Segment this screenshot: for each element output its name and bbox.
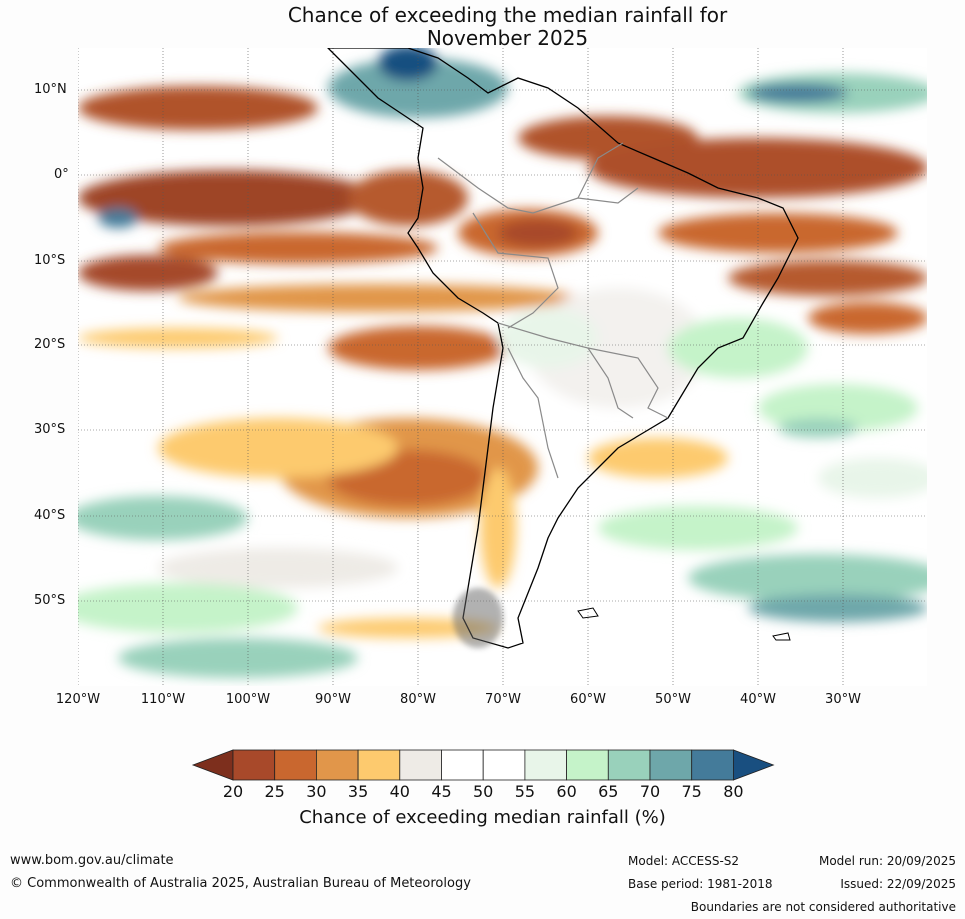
- colorbar-segment: [691, 749, 734, 781]
- colorbar-tick-label: 60: [556, 782, 577, 801]
- footer-issued: Issued: 22/09/2025: [840, 877, 956, 891]
- colorbar-tick-label: 30: [306, 782, 327, 801]
- colorbar-extend-high: [733, 749, 775, 781]
- map-canvas: [78, 48, 927, 686]
- colorbar-segment: [232, 749, 276, 781]
- colorbar-tick-label: 40: [389, 782, 410, 801]
- lon-label-30w: 30°W: [825, 692, 861, 707]
- lon-label-40w: 40°W: [740, 692, 776, 707]
- lat-label-10n: 10°N: [34, 82, 67, 97]
- south-america-coastline: [327, 48, 799, 649]
- colorbar-extend-low: [191, 749, 234, 781]
- title-line-2: November 2025: [426, 26, 589, 50]
- lat-label-20s: 20°S: [34, 337, 66, 352]
- colorbar-segment: [607, 749, 651, 781]
- colorbar-tick-label: 70: [639, 782, 661, 801]
- lat-label-30s: 30°S: [34, 422, 66, 437]
- colorbar-tick-label: 80: [723, 782, 744, 801]
- lat-label-10s: 10°S: [34, 253, 66, 268]
- lon-label-70w: 70°W: [485, 692, 521, 707]
- footer-base-period: Base period: 1981-2018: [628, 877, 773, 891]
- lon-label-90w: 90°W: [315, 692, 351, 707]
- colorbar-segment: [274, 749, 317, 781]
- colorbar-tick-label: 25: [264, 782, 285, 801]
- colorbar-segment: [524, 749, 567, 781]
- lat-label-50s: 50°S: [34, 593, 66, 608]
- colorbar-segment: [482, 749, 526, 781]
- colorbar-segment: [357, 749, 401, 781]
- colorbar: [191, 749, 775, 781]
- chile-archipelago: [453, 588, 503, 648]
- footer-disclaimer: Boundaries are not considered authoritat…: [690, 900, 956, 914]
- footer-copyright: © Commonwealth of Australia 2025, Austra…: [10, 876, 471, 891]
- falkland-islands: [577, 607, 599, 619]
- footer-url[interactable]: www.bom.gov.au/climate: [10, 853, 174, 868]
- lat-label-40s: 40°S: [34, 508, 66, 523]
- colorbar-segment: [649, 749, 693, 781]
- lon-label-120w: 120°W: [55, 692, 101, 707]
- colorbar-segment: [441, 749, 484, 781]
- graticule: [78, 48, 927, 686]
- footer-model-run: Model run: 20/09/2025: [818, 854, 956, 868]
- colorbar-segment: [316, 749, 359, 781]
- colorbar-segment: [399, 749, 442, 781]
- map-title: Chance of exceeding the median rainfall …: [0, 4, 965, 50]
- title-line-1: Chance of exceeding the median rainfall …: [287, 3, 728, 27]
- colorbar-tick-label: 55: [514, 782, 536, 801]
- lon-label-50w: 50°W: [655, 692, 691, 707]
- colorbar-tick-label: 50: [473, 782, 494, 801]
- country-borders: [437, 142, 669, 479]
- lon-label-60w: 60°W: [570, 692, 606, 707]
- south-georgia: [772, 632, 791, 641]
- colorbar-tick-label: 35: [347, 782, 369, 801]
- rainfall-map: [78, 48, 927, 686]
- probability-shading: [78, 48, 927, 678]
- colorbar-label: Chance of exceeding median rainfall (%): [299, 807, 666, 828]
- colorbar-tick-label: 75: [681, 782, 702, 801]
- colorbar-tick-label: 45: [431, 782, 452, 801]
- colorbar-segment: [566, 749, 609, 781]
- lon-label-100w: 100°W: [225, 692, 271, 707]
- lon-label-80w: 80°W: [400, 692, 436, 707]
- lon-label-110w: 110°W: [140, 692, 186, 707]
- colorbar-tick-label: 20: [222, 782, 244, 801]
- colorbar-tick-label: 65: [598, 782, 619, 801]
- lat-label-0: 0°: [54, 167, 69, 182]
- footer-model: Model: ACCESS-S2: [628, 854, 740, 868]
